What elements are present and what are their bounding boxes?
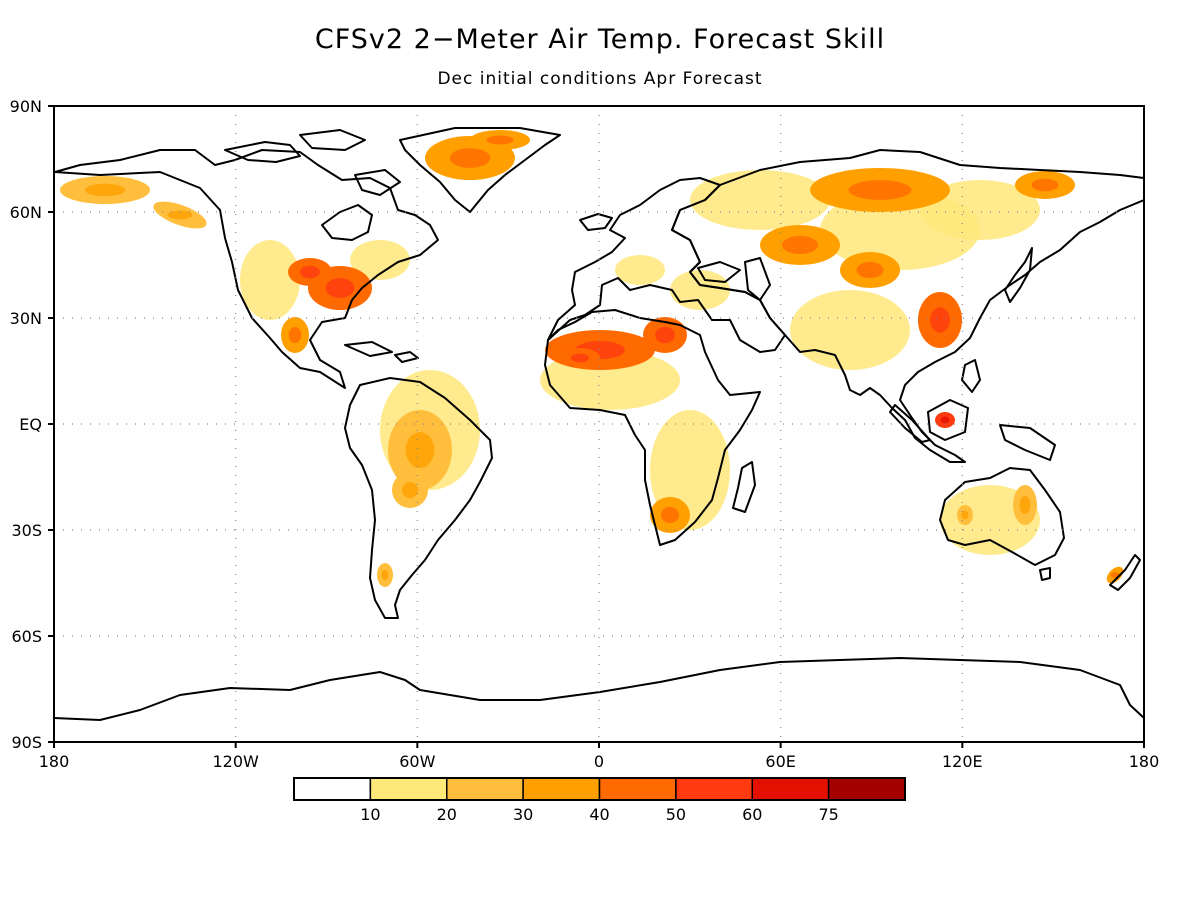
lat-label: 90S [11, 733, 42, 752]
skill-hotspot [1019, 496, 1031, 514]
coastline-arctic-islands [224, 141, 301, 163]
skill-hotspot [449, 148, 491, 168]
skill-hotspot [848, 180, 912, 200]
lon-label: 0 [594, 752, 604, 771]
colorbar-swatch [369, 777, 448, 801]
skill-hotspot [325, 278, 355, 298]
skill-hotspot [1031, 178, 1059, 192]
lat-label: EQ [19, 415, 42, 434]
skill-hotspot [84, 183, 126, 197]
lon-label: 180 [39, 752, 70, 771]
latitude-labels: 90N 60N 30N EQ 30S 60S 90S [10, 97, 42, 752]
colorbar-swatch [751, 777, 830, 801]
lon-label: 60E [765, 752, 795, 771]
colorbar-swatch [598, 777, 677, 801]
coastline-south-america [344, 377, 493, 619]
skill-hotspot [486, 135, 514, 145]
skill-hotspot [856, 261, 884, 279]
skill-hotspot [381, 569, 389, 581]
colorbar-swatch [827, 777, 906, 801]
coastline-philippines [961, 359, 981, 393]
lon-label: 180 [1129, 752, 1160, 771]
skill-hotspot [300, 265, 320, 279]
skill-hotspot [930, 307, 950, 333]
coastline-sumatra [889, 404, 931, 443]
lat-label: 90N [10, 97, 42, 116]
skill-hotspot [961, 510, 969, 520]
colorbar-label: 75 [818, 805, 838, 824]
lon-label: 120E [942, 752, 983, 771]
colorbar-label: 20 [437, 805, 457, 824]
skill-hotspot [401, 481, 419, 499]
coastline-tasmania [1039, 567, 1051, 581]
lat-label: 30N [10, 309, 42, 328]
coastline-new-guinea [999, 424, 1056, 461]
colorbar-swatch [675, 777, 753, 801]
lat-label: 60N [10, 203, 42, 222]
colorbar-swatch [293, 777, 372, 801]
skill-hotspot [167, 210, 193, 220]
map-subtitle: Dec initial conditions Apr Forecast [437, 69, 763, 89]
skill-hotspot [288, 326, 302, 344]
skill-hotspot [655, 326, 675, 344]
skill-hotspot [661, 506, 679, 524]
lon-label: 120W [212, 752, 259, 771]
skill-hotspot [571, 353, 589, 363]
coastline-hudson-bay [321, 204, 373, 241]
colorbar-swatch [522, 777, 601, 801]
lat-label: 30S [11, 521, 42, 540]
colorbar-label: 10 [360, 805, 380, 824]
skill-hotspot [405, 432, 435, 468]
colorbar-label: 50 [666, 805, 686, 824]
longitude-labels: 180 120W 60W 0 60E 120E 180 [39, 752, 1160, 771]
coastline-australia [939, 467, 1065, 566]
lat-label: 60S [11, 627, 42, 646]
coastline-black-sea [697, 261, 741, 283]
colorbar-label: 40 [589, 805, 609, 824]
coastline-iceland [579, 213, 613, 231]
colorbar-label: 60 [742, 805, 762, 824]
coastline-new-zealand [1109, 554, 1141, 591]
skill-hotspot [940, 416, 950, 424]
coastline-cuba [344, 341, 393, 357]
coastline-layer [54, 127, 1144, 721]
coastline-borneo [927, 399, 969, 441]
coastline-caspian-sea [744, 257, 771, 301]
skill-shading-layer [60, 130, 1124, 587]
colorbar: 10 20 30 40 50 60 75 [293, 777, 906, 824]
coastline-north-america [54, 149, 439, 389]
colorbar-label: 30 [513, 805, 533, 824]
coastline-japan [1004, 247, 1033, 303]
coastline-africa [544, 309, 761, 546]
map-title: CFSv2 2−Meter Air Temp. Forecast Skill [314, 24, 886, 55]
skill-hotspot [782, 236, 818, 254]
colorbar-swatch [446, 777, 524, 801]
coastline-greenland [399, 127, 561, 213]
lon-label: 60W [399, 752, 435, 771]
coastline-antarctica [54, 657, 1144, 721]
coastline-madagascar [732, 461, 756, 513]
